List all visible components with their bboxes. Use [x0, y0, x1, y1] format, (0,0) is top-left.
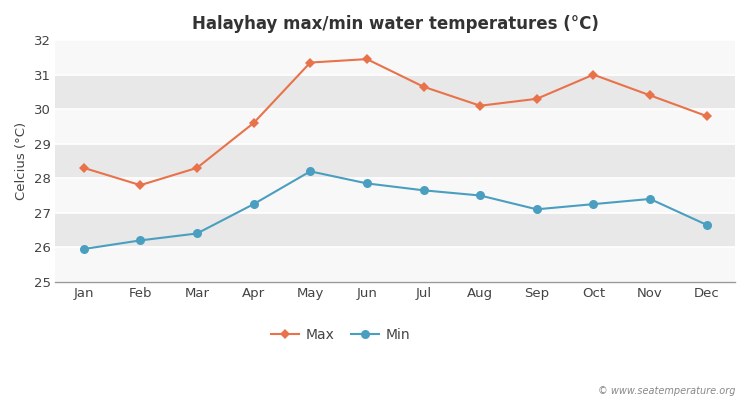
Text: © www.seatemperature.org: © www.seatemperature.org: [598, 386, 735, 396]
Max: [646, 93, 655, 98]
Bar: [56, 75, 735, 109]
Min: [362, 181, 371, 186]
Max: [589, 72, 598, 77]
Min: [249, 202, 258, 206]
Max: [80, 166, 88, 170]
Title: Halayhay max/min water temperatures (°C): Halayhay max/min water temperatures (°C): [192, 15, 598, 33]
Max: [306, 60, 315, 65]
Min: [702, 222, 711, 227]
Min: [476, 193, 484, 198]
Bar: [56, 109, 735, 144]
Min: [80, 247, 88, 252]
Bar: [56, 213, 735, 247]
Bar: [56, 178, 735, 213]
Max: [476, 103, 484, 108]
Line: Min: Min: [80, 167, 711, 254]
Min: [646, 196, 655, 201]
Min: [532, 207, 542, 212]
Max: [193, 166, 202, 170]
Bar: [56, 144, 735, 178]
Min: [589, 202, 598, 206]
Y-axis label: Celcius (°C): Celcius (°C): [15, 122, 28, 200]
Min: [136, 238, 145, 243]
Max: [249, 120, 258, 125]
Max: [532, 96, 542, 101]
Min: [193, 231, 202, 236]
Min: [419, 188, 428, 193]
Line: Max: Max: [80, 56, 710, 189]
Bar: [56, 40, 735, 75]
Bar: [56, 247, 735, 282]
Legend: Max, Min: Max, Min: [266, 323, 416, 348]
Max: [136, 183, 145, 188]
Max: [702, 114, 711, 118]
Max: [362, 57, 371, 62]
Min: [306, 169, 315, 174]
Max: [419, 84, 428, 89]
